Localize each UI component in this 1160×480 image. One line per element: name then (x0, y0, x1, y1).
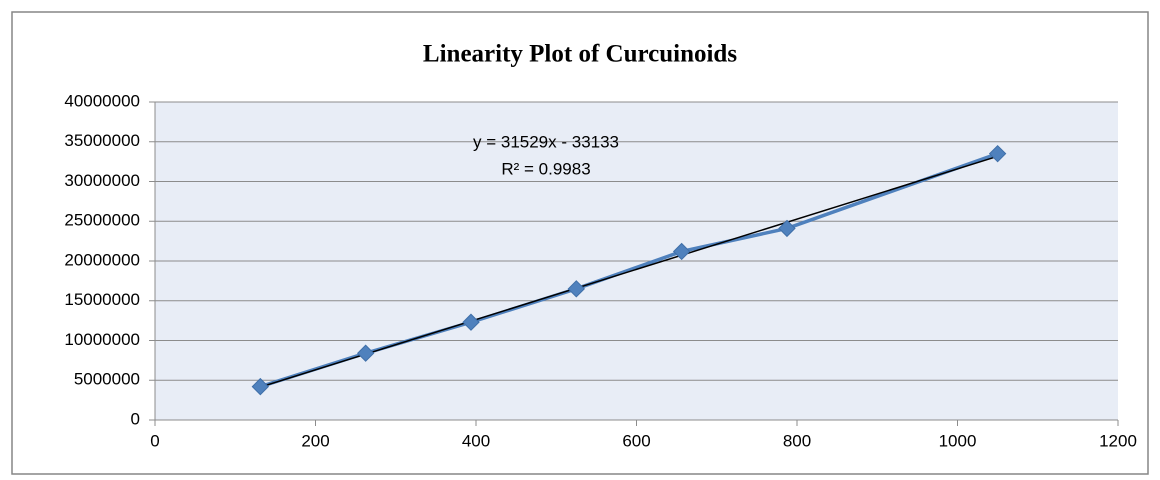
y-tick-label: 20000000 (64, 250, 140, 269)
x-tick-label: 400 (462, 431, 490, 450)
y-tick-label: 35000000 (64, 131, 140, 150)
x-tick-label: 0 (150, 431, 159, 450)
point (988, 144, 1007, 163)
r-squared: R² = 0.9983 (501, 159, 590, 178)
x-tick-label: 800 (783, 431, 811, 450)
point (462, 313, 480, 331)
y-tick-label: 25000000 (64, 211, 140, 230)
y-tick-label: 5000000 (74, 370, 140, 389)
chart-title: Linearity Plot of Curcuinoids (423, 41, 737, 68)
x-tick-label: 200 (301, 431, 329, 450)
point (251, 377, 270, 396)
point (567, 280, 586, 298)
point (778, 219, 796, 238)
point (672, 242, 691, 261)
x-tick-label: 1000 (939, 431, 977, 450)
y-tick-label: 0 (131, 409, 140, 428)
y-tick-label: 15000000 (64, 290, 140, 309)
x-tick-label: 1200 (1099, 431, 1137, 450)
point (356, 344, 375, 362)
trendline (260, 155, 998, 388)
y-tick-label: 10000000 (64, 330, 140, 349)
trend-equation: y = 31529x - 33133 (473, 132, 619, 151)
y-tick-label: 40000000 (64, 91, 140, 110)
x-tick-label: 600 (622, 431, 650, 450)
y-tick-label: 30000000 (64, 171, 140, 190)
